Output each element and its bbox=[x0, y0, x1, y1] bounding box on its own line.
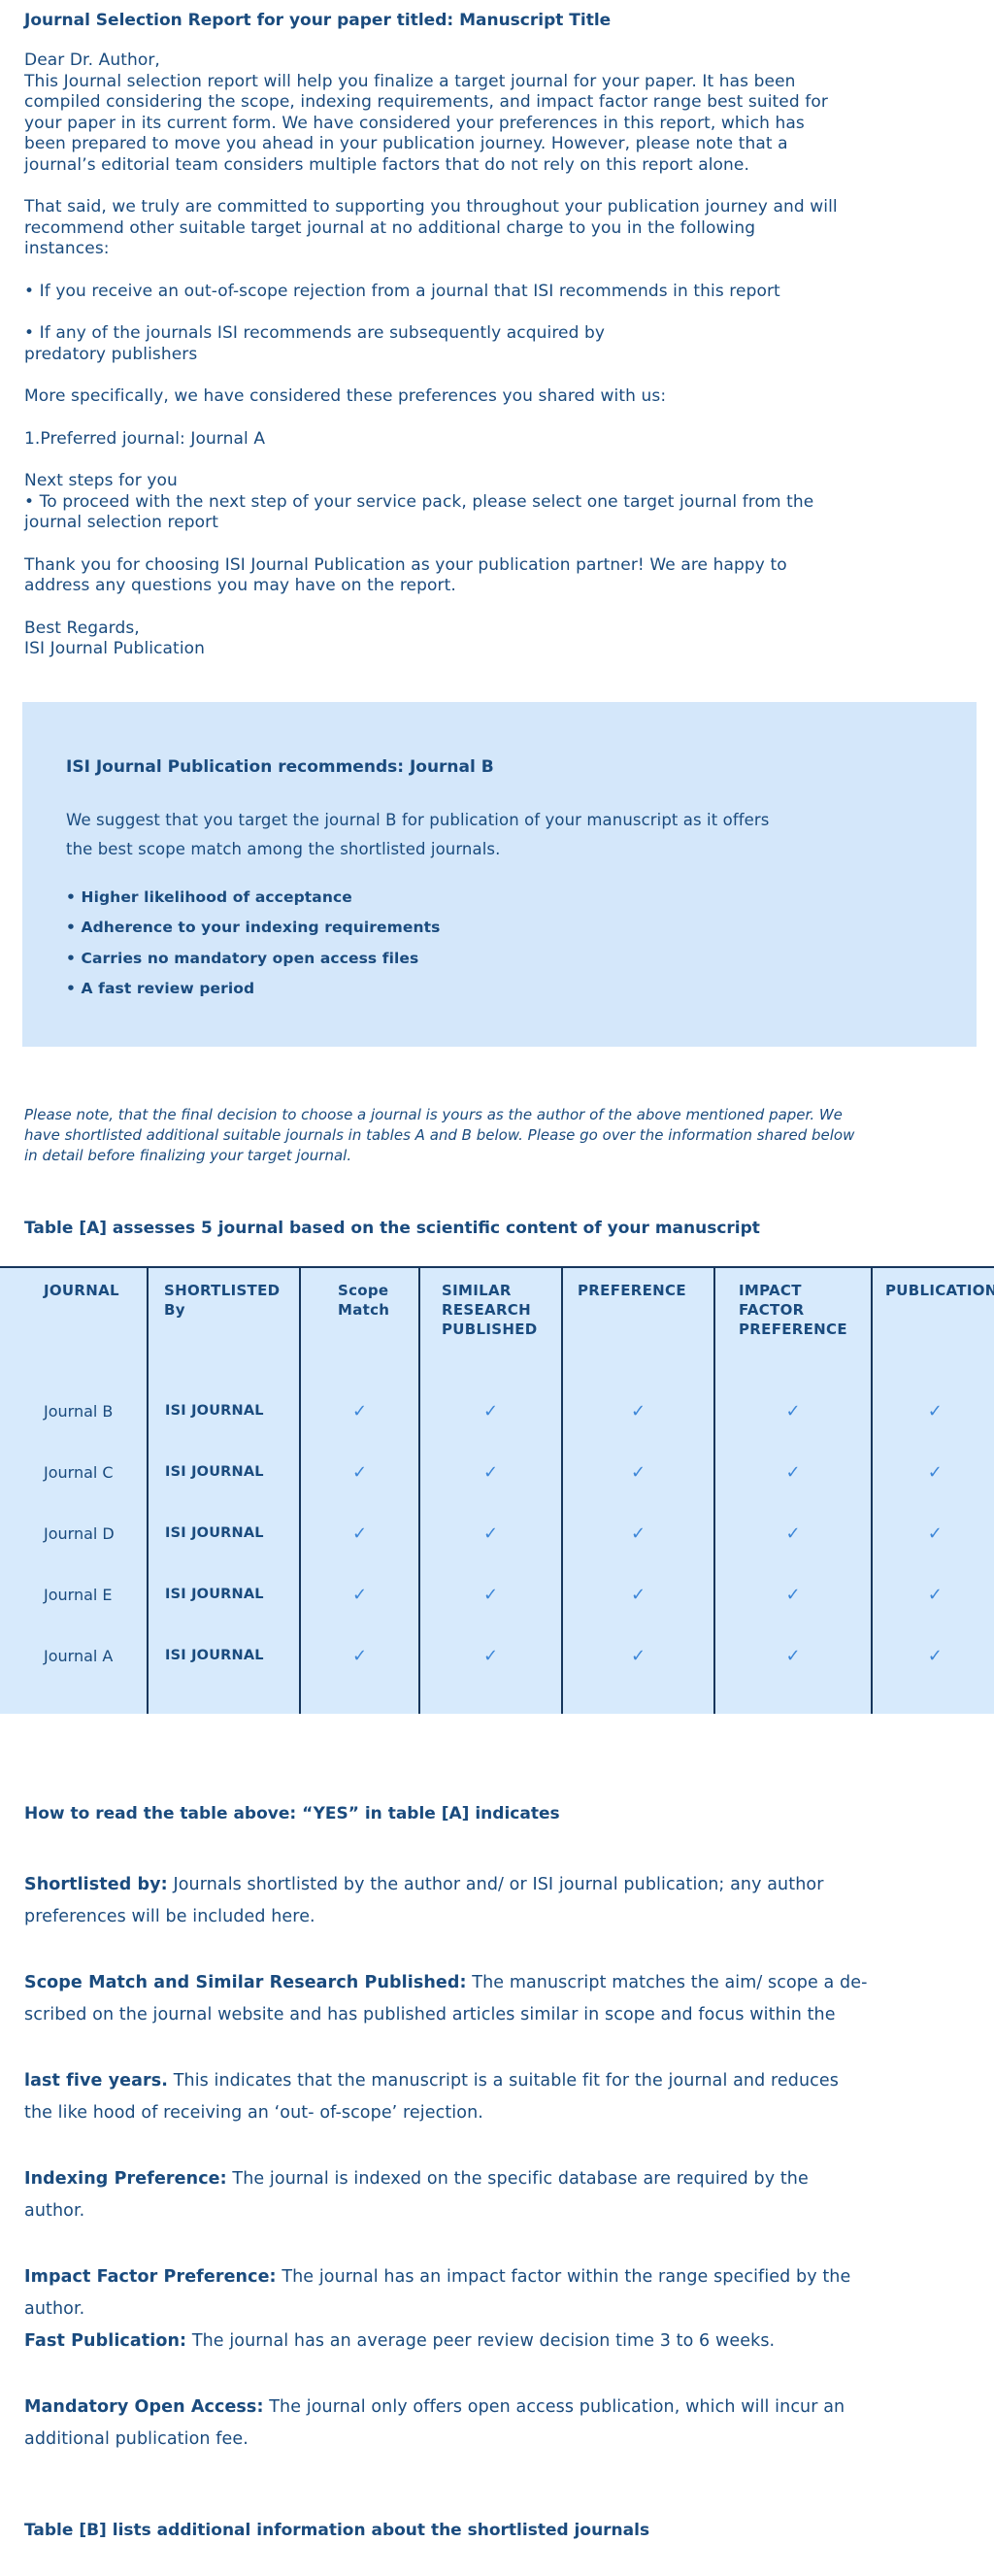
table-a-heading: Table [A] assesses 5 journal based on th… bbox=[24, 1218, 760, 1238]
report-title: Journal Selection Report for your paper … bbox=[24, 11, 612, 30]
table-a-header-shortlisted-by: SHORTLISTED By bbox=[149, 1267, 301, 1381]
definition-lead: last five years. bbox=[24, 2070, 169, 2091]
definition-paragraph: Fast Publication: The journal has an ave… bbox=[24, 2330, 776, 2351]
table-a-cell-checkmark: ✓ bbox=[301, 1563, 420, 1625]
definition-paragraph: Impact Factor Preference: The journal ha… bbox=[24, 2266, 851, 2319]
table-a-cell-checkmark: ✓ bbox=[715, 1380, 873, 1442]
definition-paragraph: Indexing Preference: The journal is inde… bbox=[24, 2168, 809, 2221]
table-a-cell-checkmark: ✓ bbox=[301, 1624, 420, 1687]
final-decision-note: Please note, that the final decision to … bbox=[24, 1105, 855, 1164]
table-a-cell-checkmark: ✓ bbox=[420, 1441, 563, 1503]
table-a-cell-journal: Journal E bbox=[0, 1563, 149, 1625]
definition-lead: Impact Factor Preference: bbox=[24, 2266, 277, 2287]
commitment-paragraph: That said, we truly are committed to sup… bbox=[24, 197, 838, 258]
table-a-cell-checkmark: ✓ bbox=[927, 1461, 943, 1483]
table-a-spacer-cell bbox=[715, 1686, 873, 1714]
closing-paragraph: Thank you for choosing ISI Journal Publi… bbox=[24, 554, 787, 596]
definition-paragraph: Scope Match and Similar Research Publish… bbox=[24, 1972, 868, 2024]
table-a-cell-checkmark: ✓ bbox=[420, 1380, 563, 1442]
table-a-spacer-cell bbox=[149, 1686, 301, 1714]
table-a-spacer-cell bbox=[301, 1686, 420, 1714]
preferred-journal-line: 1.Preferred journal: Journal A bbox=[24, 428, 266, 449]
table-a-cell-checkmark: ✓ bbox=[420, 1624, 563, 1687]
definition-paragraph: last five years. This indicates that the… bbox=[24, 2070, 839, 2123]
table-a-spacer-cell bbox=[563, 1686, 715, 1714]
recommendation-bullet: • Adherence to your indexing requirement… bbox=[66, 919, 441, 936]
table-a-cell-checkmark: ✓ bbox=[927, 1645, 943, 1666]
table-a-cell-checkmark: ✓ bbox=[301, 1502, 420, 1564]
table-a-cell-checkmark: ✓ bbox=[715, 1502, 873, 1564]
intro-paragraph: Dear Dr. Author, This Journal selection … bbox=[24, 50, 828, 175]
signature-block: Best Regards, ISI Journal Publication bbox=[24, 618, 206, 659]
table-b-heading: Table [B] lists additional information a… bbox=[24, 2520, 650, 2540]
definition-paragraph: Shortlisted by: Journals shortlisted by … bbox=[24, 1874, 824, 1926]
table-a-cell-checkmark: ✓ bbox=[563, 1380, 715, 1442]
table-a-header-publication: PUBLICATION bbox=[885, 1281, 994, 1299]
table-a-header-scope-match: Scope Match bbox=[301, 1267, 420, 1381]
table-a-cell-checkmark: ✓ bbox=[563, 1563, 715, 1625]
table-a-cell-checkmark: ✓ bbox=[563, 1441, 715, 1503]
table-a-cell-checkmark: ✓ bbox=[563, 1502, 715, 1564]
recommendation-bullet-list: • Higher likelihood of acceptance • Adhe… bbox=[66, 883, 933, 1005]
table-a-cell-checkmark: ✓ bbox=[420, 1502, 563, 1564]
table-a-cell-checkmark: ✓ bbox=[715, 1441, 873, 1503]
table-a-cell-journal: Journal D bbox=[0, 1502, 149, 1564]
table-a-cell-journal: Journal A bbox=[0, 1624, 149, 1687]
bullet-out-of-scope: • If you receive an out-of-scope rejecti… bbox=[24, 281, 780, 301]
table-a-cell-checkmark: ✓ bbox=[715, 1624, 873, 1687]
recommendation-bullet: • A fast review period bbox=[66, 980, 255, 997]
definition-lead: Shortlisted by: bbox=[24, 1874, 168, 1894]
table-a-cell-checkmark: ✓ bbox=[927, 1584, 943, 1605]
table-a-cell-checkmark: ✓ bbox=[301, 1380, 420, 1442]
preferences-paragraph: More specifically, we have considered th… bbox=[24, 386, 667, 406]
definitions-section: Shortlisted by: Journals shortlisted by … bbox=[24, 1869, 961, 2456]
bullet-predatory-publishers: • If any of the journals ISI recommends … bbox=[24, 323, 606, 364]
table-a-header-similar-research: SIMILAR RESEARCH PUBLISHED bbox=[420, 1267, 563, 1381]
table-a-cell-shortlisted-by: ISI JOURNAL bbox=[149, 1502, 301, 1564]
table-a-spacer-cell bbox=[873, 1687, 994, 1714]
recommendation-heading: ISI Journal Publication recommends: Jour… bbox=[66, 756, 494, 777]
table-a-cell-checkmark: ✓ bbox=[927, 1522, 943, 1544]
table-a-header-preference: PREFERENCE bbox=[563, 1267, 715, 1381]
table-a-cell-checkmark: ✓ bbox=[301, 1441, 420, 1503]
recommendation-box: ISI Journal Publication recommends: Jour… bbox=[22, 701, 977, 1047]
table-a-cell-checkmark: ✓ bbox=[715, 1563, 873, 1625]
definition-lead: Mandatory Open Access: bbox=[24, 2396, 264, 2417]
table-a-spacer-cell bbox=[420, 1686, 563, 1714]
table-a-spacer-cell bbox=[0, 1686, 149, 1714]
table-a-cell-journal: Journal B bbox=[0, 1380, 149, 1442]
table-a-cell-checkmark: ✓ bbox=[420, 1563, 563, 1625]
how-to-read-heading: How to read the table above: “YES” in ta… bbox=[24, 1803, 560, 1823]
table-a-cell-checkmark: ✓ bbox=[563, 1624, 715, 1687]
letter-section: Journal Selection Report for your paper … bbox=[0, 0, 994, 660]
recommendation-bullet: • Higher likelihood of acceptance bbox=[66, 887, 352, 906]
definition-lead: Scope Match and Similar Research Publish… bbox=[24, 1972, 467, 1992]
table-a-cell-shortlisted-by: ISI JOURNAL bbox=[149, 1441, 301, 1503]
table-a-cell-shortlisted-by: ISI JOURNAL bbox=[149, 1380, 301, 1442]
table-a-header-impact-factor: IMPACT FACTOR PREFERENCE bbox=[715, 1267, 873, 1381]
table-a-cell-shortlisted-by: ISI JOURNAL bbox=[149, 1624, 301, 1687]
table-a-cell-journal: Journal C bbox=[0, 1441, 149, 1503]
recommendation-bullet: • Carries no mandatory open access files bbox=[66, 949, 419, 967]
definition-lead: Indexing Preference: bbox=[24, 2168, 227, 2189]
definition-lead: Fast Publication: bbox=[24, 2330, 187, 2351]
table-a-cell-checkmark: ✓ bbox=[927, 1400, 943, 1422]
table-a-cell-shortlisted-by: ISI JOURNAL bbox=[149, 1563, 301, 1625]
next-steps-paragraph: Next steps for you • To proceed with the… bbox=[24, 471, 814, 532]
recommendation-body: We suggest that you target the journal B… bbox=[66, 810, 770, 858]
table-a: JOURNAL SHORTLISTED By Scope Match SIMIL… bbox=[0, 1265, 994, 1714]
table-a-header-journal: JOURNAL bbox=[0, 1267, 149, 1381]
definition-paragraph: Mandatory Open Access: The journal only … bbox=[24, 2396, 845, 2449]
